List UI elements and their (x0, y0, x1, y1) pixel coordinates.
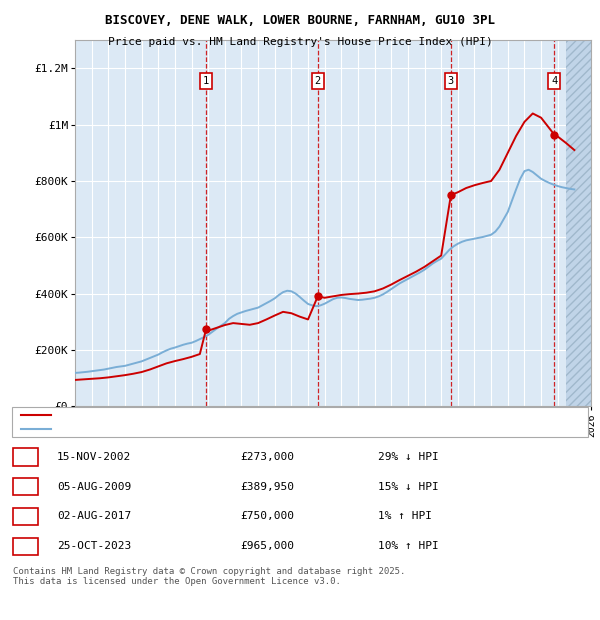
Text: BISCOVEY, DENE WALK, LOWER BOURNE, FARNHAM, GU10 3PL (detached house): BISCOVEY, DENE WALK, LOWER BOURNE, FARNH… (54, 411, 451, 420)
Text: 25-OCT-2023: 25-OCT-2023 (57, 541, 131, 551)
Text: 05-AUG-2009: 05-AUG-2009 (57, 482, 131, 492)
Text: 15-NOV-2002: 15-NOV-2002 (57, 452, 131, 462)
Text: £389,950: £389,950 (240, 482, 294, 492)
Text: 29% ↓ HPI: 29% ↓ HPI (378, 452, 439, 462)
Text: Contains HM Land Registry data © Crown copyright and database right 2025.
This d: Contains HM Land Registry data © Crown c… (13, 567, 406, 587)
Text: 10% ↑ HPI: 10% ↑ HPI (378, 541, 439, 551)
Text: £750,000: £750,000 (240, 512, 294, 521)
Text: 4: 4 (551, 76, 557, 86)
Text: BISCOVEY, DENE WALK, LOWER BOURNE, FARNHAM, GU10 3PL: BISCOVEY, DENE WALK, LOWER BOURNE, FARNH… (105, 14, 495, 27)
Text: 4: 4 (22, 541, 29, 551)
Text: 1: 1 (22, 452, 29, 462)
Text: 3: 3 (448, 76, 454, 86)
Text: HPI: Average price, detached house, Waverley: HPI: Average price, detached house, Wave… (54, 425, 307, 433)
Text: Price paid vs. HM Land Registry's House Price Index (HPI): Price paid vs. HM Land Registry's House … (107, 37, 493, 47)
Text: 1: 1 (203, 76, 209, 86)
Text: 1% ↑ HPI: 1% ↑ HPI (378, 512, 432, 521)
Text: £273,000: £273,000 (240, 452, 294, 462)
Text: 15% ↓ HPI: 15% ↓ HPI (378, 482, 439, 492)
Text: £965,000: £965,000 (240, 541, 294, 551)
Bar (566, 40, 591, 406)
Text: 3: 3 (22, 512, 29, 521)
Text: 2: 2 (22, 482, 29, 492)
Text: 02-AUG-2017: 02-AUG-2017 (57, 512, 131, 521)
Text: 2: 2 (314, 76, 321, 86)
